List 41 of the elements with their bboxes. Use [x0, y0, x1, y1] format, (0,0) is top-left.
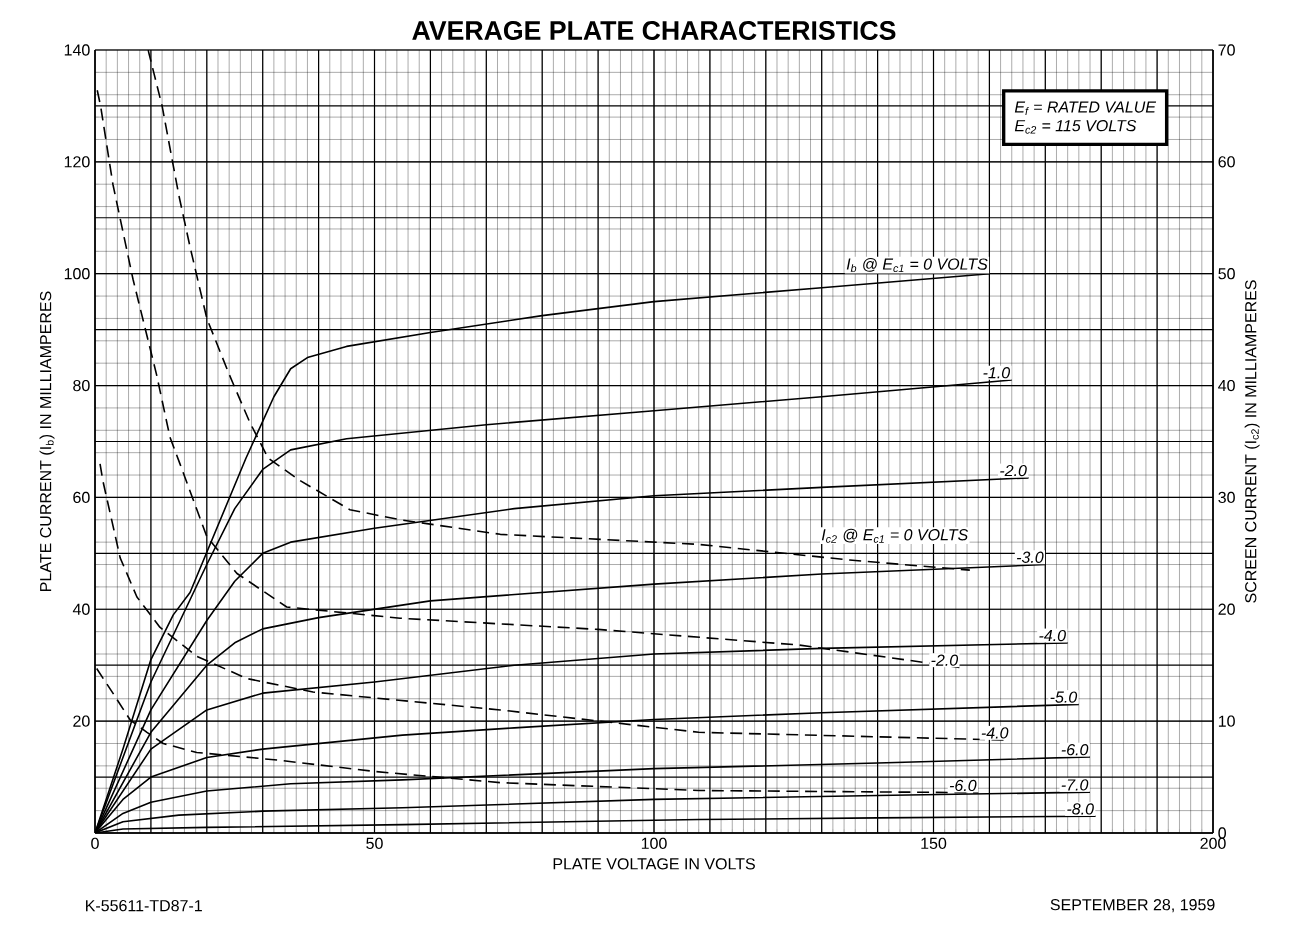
x-axis-title: PLATE VOLTAGE IN VOLTS: [553, 858, 755, 870]
y-tick-label: 120: [64, 156, 90, 168]
x-tick-label: 50: [366, 837, 383, 850]
y-tick-label: 40: [72, 603, 90, 615]
series-label: I$_{c2}$ @ E$_{c1}$ = 0 VOLTS: [821, 528, 969, 543]
y2-tick-label: 50: [1218, 268, 1235, 280]
x-tick-label: 0: [91, 837, 99, 850]
annotation: E$_{c2}$ = 115 VOLTS: [1014, 119, 1137, 134]
series-label: -6.0: [949, 779, 977, 792]
series-label: -8.0: [1067, 803, 1094, 815]
y2-tick-label: 70: [1218, 44, 1235, 56]
series-label: -2.0: [931, 654, 959, 666]
y2-tick-label: 10: [1218, 715, 1235, 727]
series-label: -2.0: [1000, 464, 1027, 477]
annotation: E$_{f}$ = RATED VALUE: [1014, 101, 1157, 115]
series-label: -6.0: [1061, 744, 1089, 756]
y2-tick-label: 0: [1218, 827, 1226, 839]
series-label: -4.0: [981, 727, 1009, 739]
x-tick-label: 100: [641, 837, 667, 850]
series-label: -1.0: [983, 367, 1011, 379]
chart-title: AVERAGE PLATE CHARACTERISTICS: [412, 21, 896, 40]
y2-tick-label: 40: [1218, 379, 1235, 392]
y-tick-label: 80: [73, 379, 90, 392]
y-tick-label: 100: [64, 268, 90, 280]
y-axis-title: PLATE CURRENT (I$_{b}$) IN MILLIAMPERES: [39, 291, 55, 591]
y2-tick-label: 60: [1218, 156, 1235, 168]
series-label: -3.0: [1016, 551, 1044, 563]
x-tick-label: 150: [921, 837, 947, 850]
text: SEPTEMBER 28, 1959: [1050, 899, 1215, 913]
x-tick-label: 200: [1200, 837, 1226, 850]
series-label: -7.0: [1061, 779, 1089, 791]
y2-tick-label: 30: [1218, 491, 1235, 504]
series-label: -5.0: [1050, 691, 1078, 703]
series-label: -4.0: [1039, 629, 1066, 642]
text: K-55611-TD87-1: [86, 899, 202, 912]
y2-axis-title: SCREEN CURRENT (I$_{c2}$) IN MILLIAMPERES: [1244, 280, 1260, 603]
y-tick-label: 140: [64, 44, 90, 56]
series-label: I$_{b}$ @ E$_{c1}$ = 0 VOLTS: [846, 258, 988, 273]
y-tick-label: 60: [73, 491, 90, 504]
y-tick-label: 20: [73, 715, 90, 727]
y2-tick-label: 20: [1218, 603, 1235, 615]
